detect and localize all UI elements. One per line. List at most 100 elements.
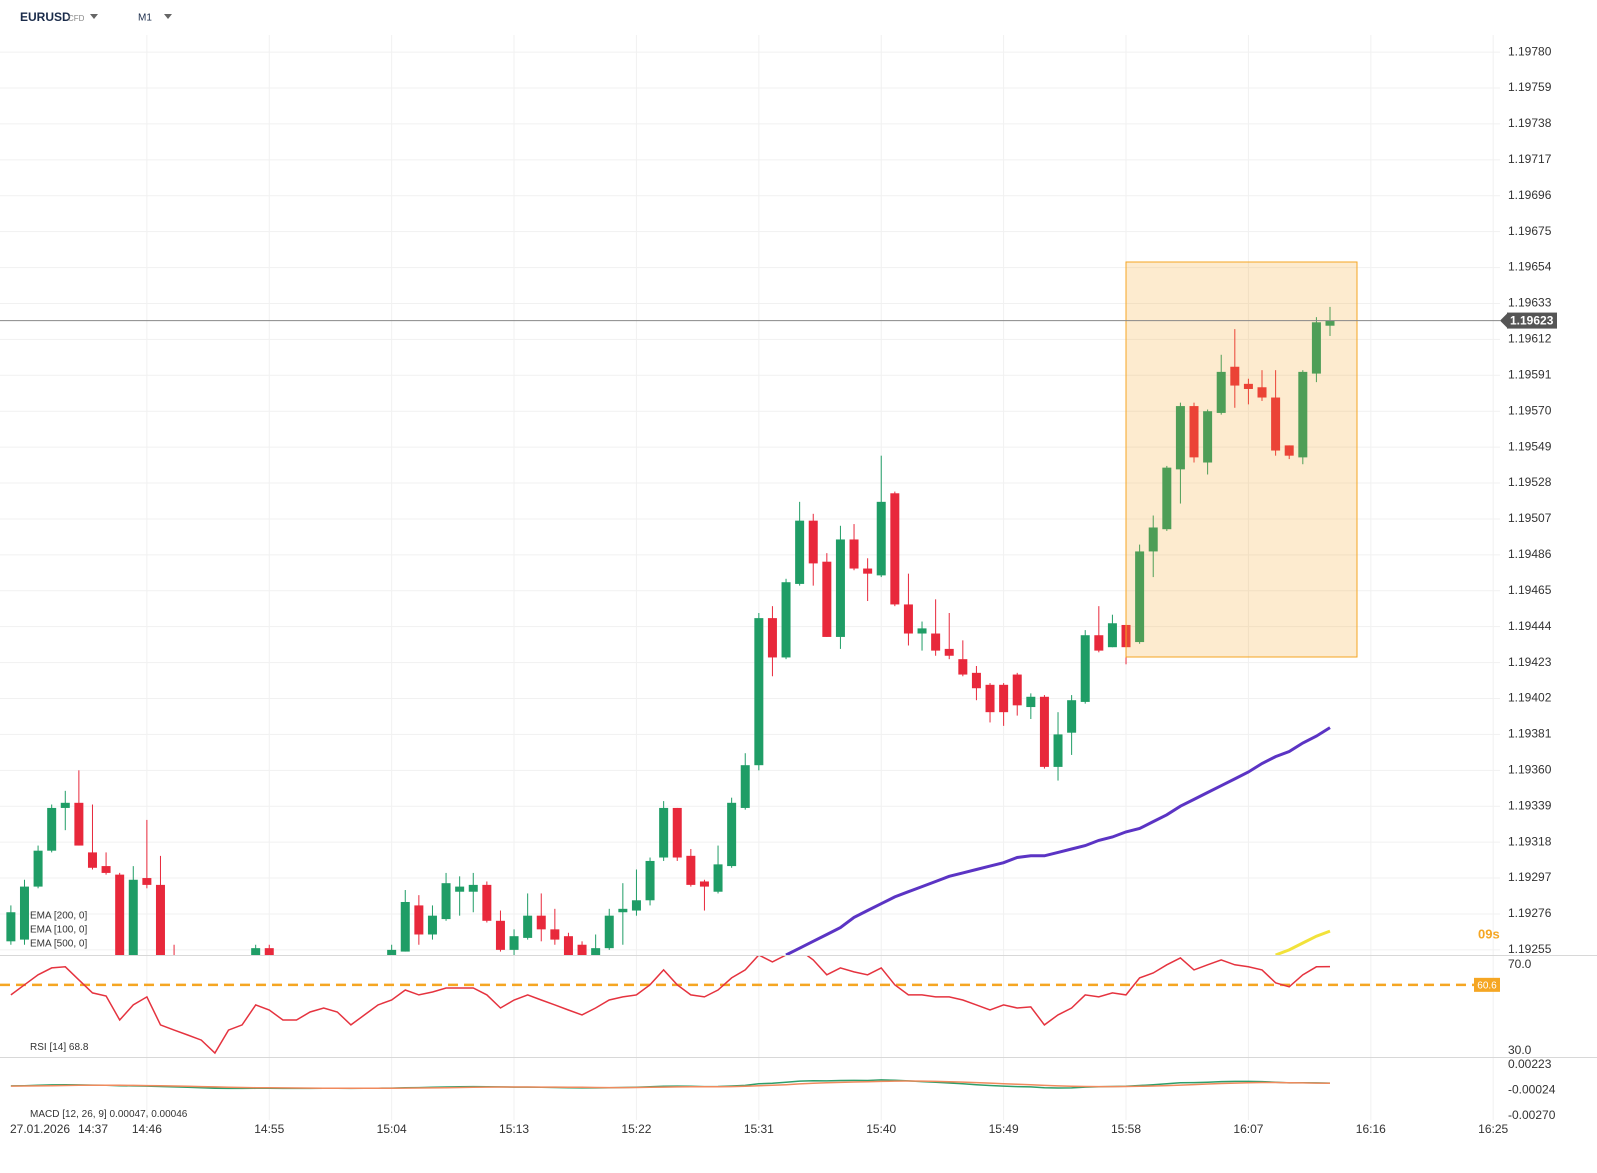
candle-body xyxy=(47,807,57,851)
macd-pane xyxy=(10,1079,1331,1090)
dropdown-caret[interactable] xyxy=(164,14,172,19)
y-tick-label: 1.19612 xyxy=(1508,332,1552,346)
candle-body xyxy=(1257,387,1267,398)
candle-body xyxy=(264,948,274,955)
y-tick-label: 1.19465 xyxy=(1508,583,1552,597)
y-tick-label: 1.19255 xyxy=(1508,942,1552,956)
candle-body xyxy=(6,912,16,942)
candle-body xyxy=(550,929,560,940)
price-tag xyxy=(1507,312,1557,329)
candle-body xyxy=(482,884,492,921)
candle-body xyxy=(1026,696,1036,708)
y-tick-label: 1.19402 xyxy=(1508,691,1552,705)
grid xyxy=(0,35,1500,1120)
y-tick-label: 1.19570 xyxy=(1508,403,1552,417)
date-label: 27.01.2026 xyxy=(10,1122,70,1136)
candle-body xyxy=(101,866,111,873)
candle-body xyxy=(985,684,995,713)
y-tick-label: 1.19318 xyxy=(1508,834,1552,848)
candle-body xyxy=(155,884,165,955)
candle-body xyxy=(713,864,723,892)
candle-body xyxy=(835,539,845,637)
candle-body xyxy=(1284,445,1294,456)
x-tick-label: 15:04 xyxy=(377,1122,407,1136)
candle-body xyxy=(536,915,546,930)
symbol[interactable]: EURUSD xyxy=(20,10,71,24)
candle-body xyxy=(1148,527,1158,552)
y-tick-label: 1.19507 xyxy=(1508,511,1552,525)
header: EURUSD CFD M1 xyxy=(20,10,172,24)
axes: 1.19780 1.19759 1.19738 1.19717 1.19696 1.196… xyxy=(132,44,1557,1136)
y-tick-label: 1.19297 xyxy=(1508,870,1552,884)
timeframe[interactable]: M1 xyxy=(138,13,152,24)
candle-body xyxy=(87,852,97,868)
rsi-label: RSI [14] xyxy=(30,1042,66,1053)
rsi-tick-label: 70.0 xyxy=(1508,957,1532,971)
candle-body xyxy=(468,884,478,892)
ema-line xyxy=(1275,929,1331,955)
candle-body xyxy=(849,539,859,569)
candle-body xyxy=(74,802,84,846)
candle-body xyxy=(60,802,70,808)
y-tick-label: 1.19339 xyxy=(1508,798,1552,812)
candle-body xyxy=(822,561,832,637)
candle-body xyxy=(591,948,601,955)
candle-body xyxy=(1203,411,1213,463)
candle-body xyxy=(699,881,709,887)
candle-body xyxy=(1175,406,1185,470)
candle-body xyxy=(876,501,886,576)
x-tick-label: 16:16 xyxy=(1356,1122,1386,1136)
rsi-tick-label: 30.0 xyxy=(1508,1043,1532,1057)
ema-legend: EMA [200, 0] EMA [100, 0] EMA [500, 0] xyxy=(30,911,87,950)
candle-body xyxy=(604,915,614,949)
candle-body xyxy=(33,850,43,887)
y-tick-label: 1.19780 xyxy=(1508,44,1552,58)
candle-body xyxy=(1216,371,1226,413)
y-tick-label: 1.19423 xyxy=(1508,655,1552,669)
candle-body xyxy=(931,633,941,651)
y-tick-label: 1.19360 xyxy=(1508,762,1552,776)
candle-body xyxy=(1189,406,1199,458)
rsi-level-label: 60.6 xyxy=(1477,980,1497,991)
candle-body xyxy=(1243,383,1253,389)
candle-body xyxy=(1135,551,1145,643)
macd-line xyxy=(10,1080,1331,1090)
candle-body xyxy=(509,936,519,950)
y-tick-label: 1.19738 xyxy=(1508,116,1552,130)
candle-body xyxy=(618,908,628,913)
macd-last: 0.00047 xyxy=(109,1109,146,1120)
rsi-line xyxy=(10,956,1331,1055)
x-tick-label: 14:46 xyxy=(132,1122,162,1136)
candle-body xyxy=(387,949,397,955)
candle-body xyxy=(1162,467,1172,530)
candle-body xyxy=(115,874,125,955)
candle-body xyxy=(917,628,927,634)
candle-body xyxy=(903,604,913,634)
y-tick-label: 1.19717 xyxy=(1508,152,1552,166)
candle-body xyxy=(142,878,152,885)
y-tick-label: 1.19276 xyxy=(1508,906,1552,920)
candle-body xyxy=(645,860,655,901)
candle-body xyxy=(1271,397,1281,451)
macd-tick-label: -0.00270 xyxy=(1508,1108,1556,1122)
rsi-legend: RSI [14] 68.8 xyxy=(30,1042,89,1053)
candle-body xyxy=(971,672,981,689)
highlight-box[interactable] xyxy=(1125,261,1358,658)
candle-body xyxy=(495,920,505,950)
candle-body xyxy=(455,886,465,892)
ema-legend-entry: EMA [500, 0] xyxy=(30,939,87,950)
candle-body xyxy=(1298,371,1308,458)
dropdown-caret[interactable] xyxy=(90,14,98,19)
candle-body xyxy=(577,944,587,955)
candle-body xyxy=(1039,696,1049,767)
candle-body xyxy=(686,855,696,885)
y-tick-label: 1.19549 xyxy=(1508,439,1552,453)
overlay xyxy=(0,320,1500,987)
candle-body xyxy=(1311,322,1321,374)
x-tick-label: 16:07 xyxy=(1233,1122,1263,1136)
x-tick-label: 14:55 xyxy=(254,1122,284,1136)
candle-body xyxy=(727,802,737,867)
candle-body xyxy=(441,883,451,920)
candle-body xyxy=(523,915,533,938)
